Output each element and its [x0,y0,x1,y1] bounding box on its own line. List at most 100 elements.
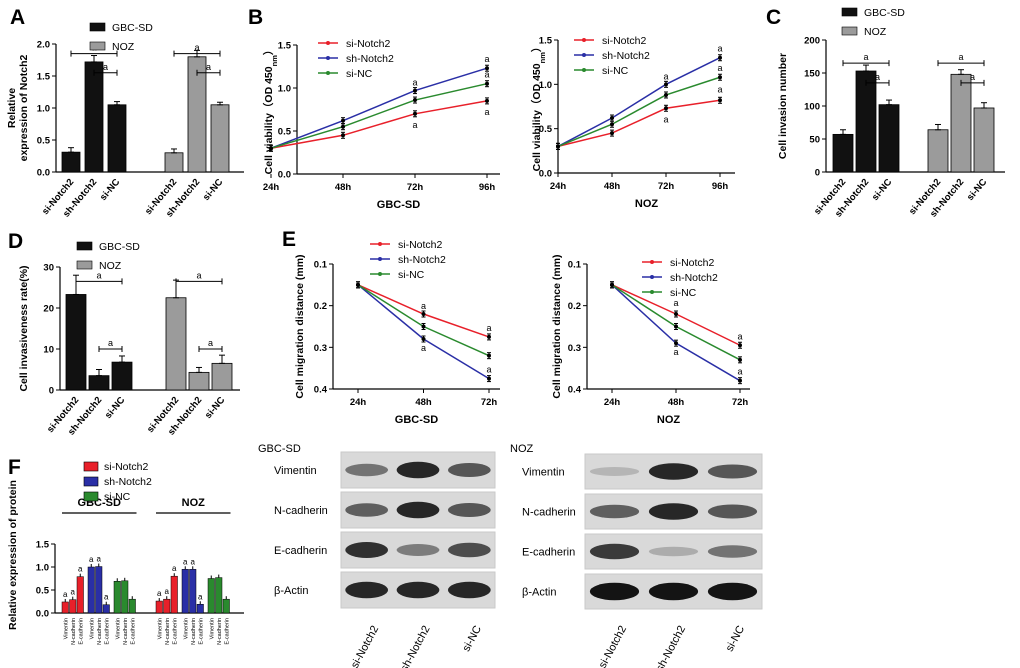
legend-label: GBC-SD [99,241,140,253]
bar [111,361,133,391]
y-tick-label: 0.4 [314,385,328,396]
significance-label: a [191,557,196,566]
y-axis-label: Cell viability（OD 450nm） [530,42,547,172]
bar [211,362,233,391]
legend-label: sh-Notch2 [104,476,152,488]
significance-bracket-sig-label: a [96,270,101,280]
blot-band [589,504,640,519]
y-tick-label: 0.0 [539,169,552,180]
chart-d-invasiveness: 0102030si-Notch2sh-Notch2si-NCaasi-Notch… [18,241,240,438]
protein-tick-label: Vimentin [209,618,215,639]
protein-bar [163,598,171,614]
y-tick-label: 0.1 [314,260,328,271]
protein-tick-label: E-cadherin [172,618,178,645]
blot-band [707,504,758,519]
y-tick-label: 0 [815,168,820,179]
blot-band [648,503,699,520]
y-tick-label: 1.0 [278,84,291,95]
x-tick-label: 72h [407,182,424,193]
significance-label: a [198,592,203,601]
y-tick-label: 100 [804,102,820,113]
legend-label: GBC-SD [864,7,905,19]
legend-swatch [83,476,99,487]
x-tick-label: 72h [658,181,675,192]
chart-e-migration-noz: 0.1 0.2 0.3 0.4 24h 48h 72h NOZ a a a a si-Notch2 sh-… [551,254,750,426]
x-tick-label: 96h [479,182,496,193]
protein-bar [121,580,129,614]
panel-label-b: B [248,6,263,29]
legend-label: si-NC [398,269,425,281]
y-tick-label: 0 [49,386,54,397]
significance-label: a [412,78,417,88]
significance-label: a [484,54,489,64]
y-tick-label: 0.2 [568,301,581,312]
legend-label: si-NC [346,68,373,80]
protein-tick-label: N-cadherin [123,618,129,645]
legend-marker [582,53,586,57]
series-line-sh-Notch2 [357,284,490,380]
blot-protein-label: β-Actin [522,587,556,599]
y-tick-label: 0.5 [37,136,51,147]
significance-label: a [717,84,722,94]
legend-label: sh-Notch2 [398,254,446,266]
protein-tick-label: N-cadherin [191,618,197,645]
series-line-sh-Notch2 [557,57,721,148]
legend-label: NOZ [99,260,122,272]
blot-band [648,582,699,601]
legend-swatch [89,22,106,32]
y-axis-label-main: Cell viability（OD 450 [262,66,275,174]
protein-tick-label: E-cadherin [104,618,110,645]
y-tick-label: 1.5 [278,41,292,52]
y-tick-label: 0.3 [314,343,327,354]
series-line-si-Notch2 [557,99,721,148]
blot-band [396,461,440,479]
blot-band [648,463,699,480]
y-axis-label-main: Cell viability（OD 450 [530,63,543,171]
x-tick-label: 48h [668,397,685,408]
y-tick-label: 1.0 [37,104,50,115]
y-axis-label-main: Cell migration distance (mm) [551,254,563,398]
protein-bar [215,577,223,614]
protein-tick-label: N-cadherin [97,618,103,645]
legend-label: sh-Notch2 [670,272,718,284]
significance-label: a [737,367,742,377]
protein-bar [76,576,84,614]
y-tick-label: 1.0 [36,563,49,574]
blot-band [396,544,440,556]
significance-label: a [486,365,491,375]
y-tick-label: 20 [43,304,54,315]
blot-lane-label: sh-Notch2 [654,624,688,668]
legend-marker [326,71,330,75]
protein-tick-label: E-cadherin [130,618,136,645]
bar [61,151,81,173]
blot-band [707,582,758,601]
legend-swatch [83,461,99,472]
significance-label: a [737,331,742,341]
blot-band [345,463,389,477]
legend-marker [378,257,382,261]
significance-label: a [172,564,177,573]
protein-bar [69,599,77,614]
x-axis-label: GBC-SD [377,199,420,211]
significance-bracket-sig-label: a [206,62,211,72]
protein-bar [207,578,215,614]
significance-label: a [717,44,722,54]
x-tick-label: 48h [415,397,432,408]
legend-marker [326,41,330,45]
x-tick-label: si-NC [103,395,127,421]
y-tick-label: 1.0 [539,80,552,91]
chart-f-protein-expression: 0.0 0.5 1.0 1.5 Relative expression of prote… [7,461,244,645]
blot-band [396,501,440,519]
significance-label: a [89,555,94,564]
protein-tick-label: Vimentin [89,618,95,639]
blot-title: GBC-SD [258,443,301,455]
legend-label: si-Notch2 [398,239,443,251]
y-axis-label: Relative [6,88,18,128]
blot-lane-label: si-NC [724,624,748,654]
legend-label: sh-Notch2 [346,53,394,65]
blot-title: NOZ [510,443,534,455]
protein-tick-label: Vimentin [157,618,163,639]
y-tick-label: 200 [804,36,820,47]
x-tick-label: si-NC [870,177,894,203]
